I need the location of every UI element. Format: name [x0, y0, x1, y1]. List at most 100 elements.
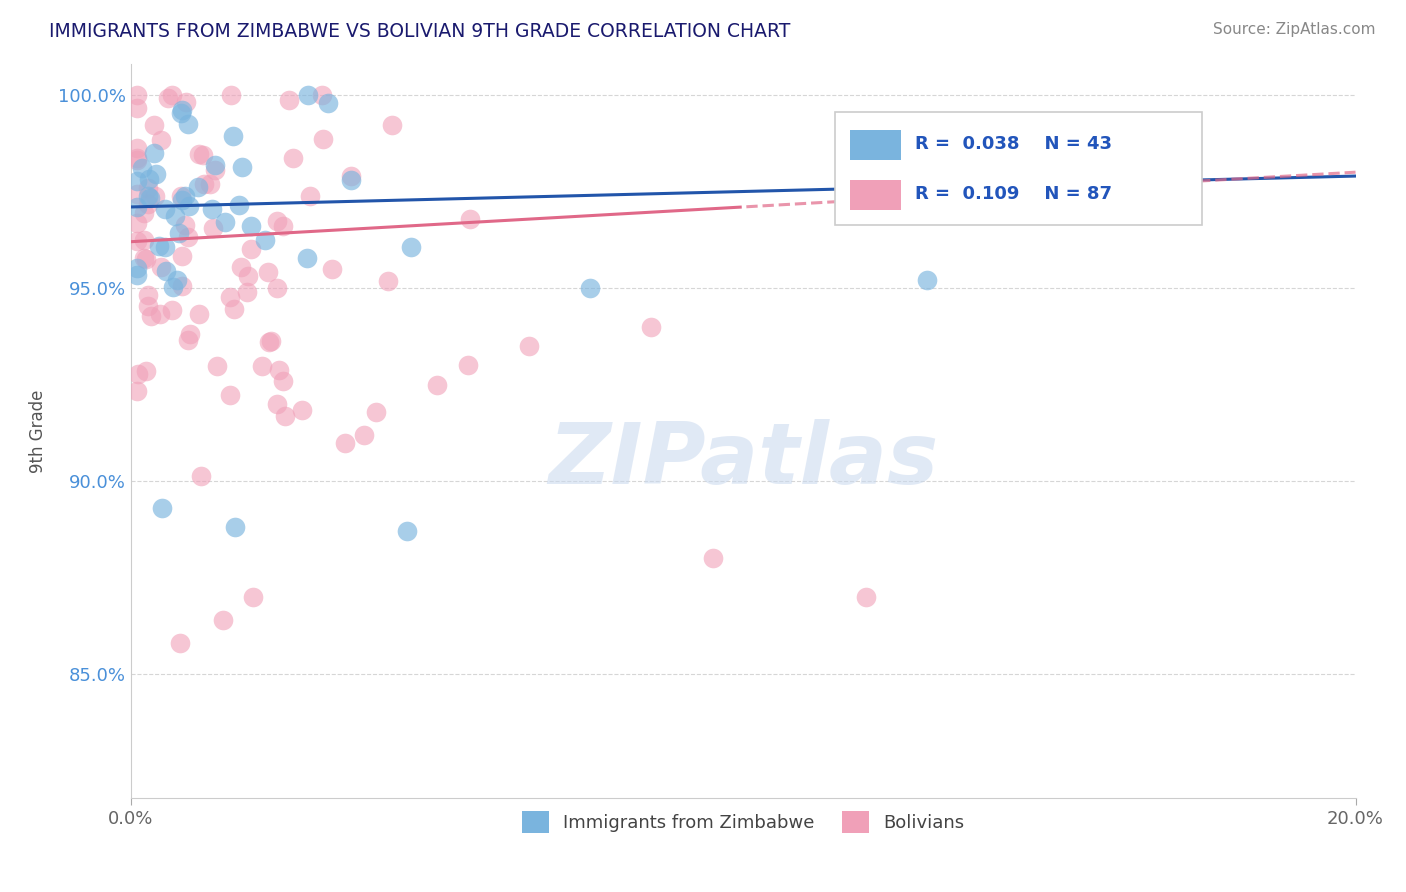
- Point: [136, 189, 159, 203]
- Point: [165, 209, 187, 223]
- Point: [127, 101, 149, 115]
- Point: [132, 252, 155, 266]
- Point: [143, 145, 166, 160]
- Point: [148, 239, 170, 253]
- Text: IMMIGRANTS FROM ZIMBABWE VS BOLIVIAN 9TH GRADE CORRELATION CHART: IMMIGRANTS FROM ZIMBABWE VS BOLIVIAN 9TH…: [49, 22, 790, 41]
- Point: [224, 520, 246, 534]
- Text: Source: ZipAtlas.com: Source: ZipAtlas.com: [1212, 22, 1375, 37]
- Point: [127, 173, 149, 187]
- Point: [340, 173, 363, 187]
- Point: [139, 191, 162, 205]
- Point: [198, 178, 221, 192]
- Point: [257, 265, 280, 279]
- Point: [267, 363, 290, 377]
- Point: [260, 334, 283, 348]
- Point: [281, 151, 304, 165]
- Point: [127, 153, 149, 167]
- Point: [228, 198, 250, 212]
- Point: [640, 319, 662, 334]
- Text: R =  0.038    N = 43: R = 0.038 N = 43: [915, 135, 1112, 153]
- Point: [174, 189, 197, 203]
- Point: [191, 148, 214, 162]
- Point: [381, 118, 404, 132]
- Point: [218, 290, 240, 304]
- Point: [153, 240, 176, 254]
- Point: [271, 219, 294, 234]
- Point: [377, 274, 399, 288]
- Point: [127, 368, 149, 382]
- Point: [127, 151, 149, 165]
- Point: [150, 501, 173, 516]
- Point: [169, 636, 191, 650]
- Point: [460, 212, 482, 227]
- Point: [517, 339, 540, 353]
- Point: [160, 303, 183, 318]
- Point: [143, 118, 166, 132]
- Point: [335, 435, 357, 450]
- Point: [252, 359, 274, 374]
- Point: [136, 299, 159, 313]
- Point: [222, 129, 245, 144]
- Point: [127, 216, 149, 230]
- Point: [229, 260, 252, 274]
- Point: [312, 132, 335, 146]
- Point: [239, 242, 262, 256]
- Point: [340, 169, 363, 183]
- Point: [278, 93, 301, 107]
- Text: R =  0.109    N = 87: R = 0.109 N = 87: [915, 185, 1112, 202]
- Point: [298, 189, 321, 203]
- Point: [134, 205, 156, 219]
- Point: [136, 287, 159, 301]
- Point: [179, 326, 201, 341]
- Point: [204, 163, 226, 178]
- Point: [170, 188, 193, 202]
- Point: [156, 91, 179, 105]
- Point: [321, 261, 343, 276]
- Point: [266, 281, 288, 295]
- Point: [155, 202, 177, 217]
- Point: [855, 590, 877, 604]
- Point: [127, 268, 149, 282]
- Point: [214, 215, 236, 229]
- Bar: [849, 180, 901, 210]
- Point: [579, 281, 602, 295]
- Point: [145, 167, 167, 181]
- Point: [316, 95, 339, 110]
- Point: [127, 260, 149, 275]
- Point: [266, 213, 288, 227]
- Point: [135, 252, 157, 267]
- Point: [231, 160, 253, 174]
- Point: [135, 364, 157, 378]
- Point: [221, 87, 243, 102]
- Point: [364, 404, 387, 418]
- Point: [167, 226, 190, 240]
- Point: [271, 374, 294, 388]
- Point: [179, 199, 201, 213]
- Point: [201, 221, 224, 235]
- Point: [187, 146, 209, 161]
- Point: [150, 260, 173, 275]
- Point: [172, 103, 194, 117]
- Point: [702, 551, 724, 566]
- Point: [401, 240, 423, 254]
- Point: [291, 403, 314, 417]
- Point: [162, 87, 184, 102]
- Point: [155, 263, 177, 277]
- Point: [259, 334, 281, 349]
- Point: [136, 197, 159, 211]
- Point: [162, 280, 184, 294]
- Point: [239, 219, 262, 234]
- Point: [172, 279, 194, 293]
- Point: [149, 307, 172, 321]
- Point: [224, 301, 246, 316]
- Point: [187, 179, 209, 194]
- Point: [274, 409, 297, 424]
- Text: ZIPatlas: ZIPatlas: [548, 418, 938, 502]
- Point: [236, 269, 259, 284]
- Point: [266, 397, 288, 411]
- Point: [201, 202, 224, 216]
- Point: [127, 141, 149, 155]
- Point: [127, 234, 149, 248]
- Point: [426, 377, 449, 392]
- FancyBboxPatch shape: [835, 112, 1202, 226]
